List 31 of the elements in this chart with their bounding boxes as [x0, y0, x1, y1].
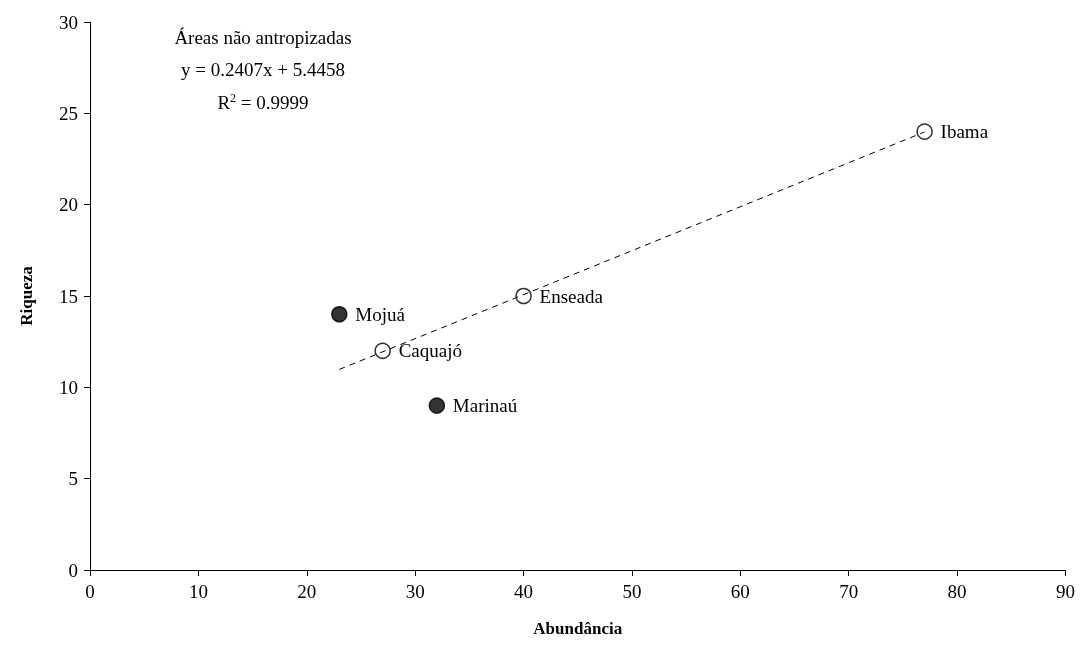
x-tick-label: 20 — [297, 581, 317, 602]
y-tick-label: 25 — [59, 102, 78, 124]
y-axis-title: Riqueza — [17, 265, 36, 326]
x-tick-label: 70 — [839, 581, 859, 602]
x-tick-label: 90 — [1056, 581, 1075, 602]
annotation: Enseada — [539, 285, 604, 307]
y-tick-label: 15 — [59, 285, 78, 307]
y-tick-label: 5 — [68, 468, 78, 490]
annotation: Ibama — [940, 121, 989, 143]
x-axis-title: Abundância — [533, 619, 623, 638]
y-tick-label: 20 — [59, 194, 78, 216]
point — [428, 397, 446, 414]
y-tick-label: 0 — [68, 559, 78, 581]
annotation: Áreas não antropizadas — [174, 27, 352, 48]
x-tick-label: 30 — [405, 581, 425, 602]
y-tick-label: 10 — [59, 376, 78, 398]
x-tick-label: 60 — [730, 581, 750, 602]
point — [374, 342, 391, 360]
x-tick-label: 80 — [947, 581, 967, 602]
x-tick-label: 10 — [188, 581, 208, 602]
x-tick-label: 50 — [622, 581, 642, 602]
x-tick-label: 40 — [514, 581, 534, 602]
annotation: Caquajó — [398, 340, 462, 362]
x-tick-label: 0 — [85, 581, 95, 602]
point — [331, 306, 348, 323]
annotation: Marinaú — [452, 395, 518, 417]
y-tick-label: 30 — [59, 11, 78, 33]
annotation: y = 0.2407x + 5.4458 — [181, 59, 345, 80]
point — [916, 123, 933, 140]
point — [515, 287, 532, 305]
annotation: Mojuá — [355, 303, 406, 325]
